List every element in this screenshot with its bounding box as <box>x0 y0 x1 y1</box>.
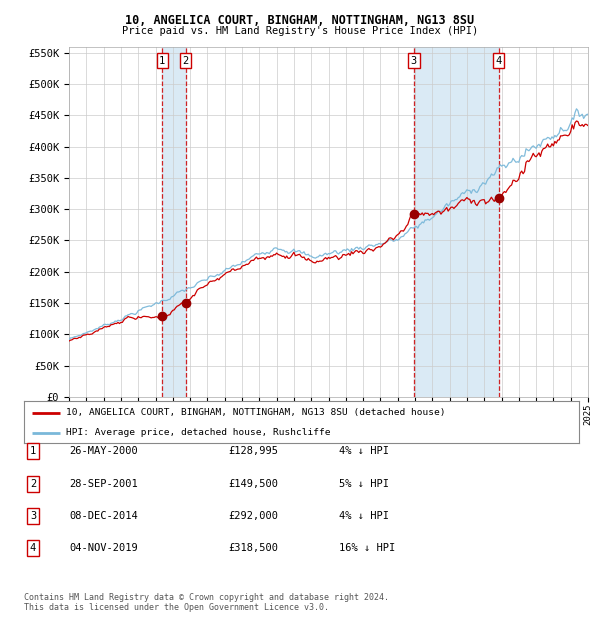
Text: 26-MAY-2000: 26-MAY-2000 <box>69 446 138 456</box>
Text: 10, ANGELICA COURT, BINGHAM, NOTTINGHAM, NG13 8SU (detached house): 10, ANGELICA COURT, BINGHAM, NOTTINGHAM,… <box>65 409 445 417</box>
Text: 2: 2 <box>182 56 189 66</box>
Text: Price paid vs. HM Land Registry's House Price Index (HPI): Price paid vs. HM Land Registry's House … <box>122 26 478 36</box>
Text: 3: 3 <box>410 56 417 66</box>
Text: 4: 4 <box>496 56 502 66</box>
Text: HPI: Average price, detached house, Rushcliffe: HPI: Average price, detached house, Rush… <box>65 428 330 437</box>
Text: 1: 1 <box>159 56 166 66</box>
Text: 10, ANGELICA COURT, BINGHAM, NOTTINGHAM, NG13 8SU: 10, ANGELICA COURT, BINGHAM, NOTTINGHAM,… <box>125 14 475 27</box>
Text: 4% ↓ HPI: 4% ↓ HPI <box>339 446 389 456</box>
Text: Contains HM Land Registry data © Crown copyright and database right 2024.
This d: Contains HM Land Registry data © Crown c… <box>24 593 389 612</box>
Text: £292,000: £292,000 <box>228 511 278 521</box>
Text: 3: 3 <box>30 511 36 521</box>
Text: 04-NOV-2019: 04-NOV-2019 <box>69 543 138 553</box>
Bar <box>162 46 185 397</box>
Text: 1: 1 <box>30 446 36 456</box>
Bar <box>414 46 499 397</box>
Text: £318,500: £318,500 <box>228 543 278 553</box>
Text: 08-DEC-2014: 08-DEC-2014 <box>69 511 138 521</box>
Text: 4: 4 <box>30 543 36 553</box>
Text: 5% ↓ HPI: 5% ↓ HPI <box>339 479 389 489</box>
Text: 2: 2 <box>30 479 36 489</box>
Text: 16% ↓ HPI: 16% ↓ HPI <box>339 543 395 553</box>
Text: 28-SEP-2001: 28-SEP-2001 <box>69 479 138 489</box>
Text: £128,995: £128,995 <box>228 446 278 456</box>
Text: £149,500: £149,500 <box>228 479 278 489</box>
Text: 4% ↓ HPI: 4% ↓ HPI <box>339 511 389 521</box>
